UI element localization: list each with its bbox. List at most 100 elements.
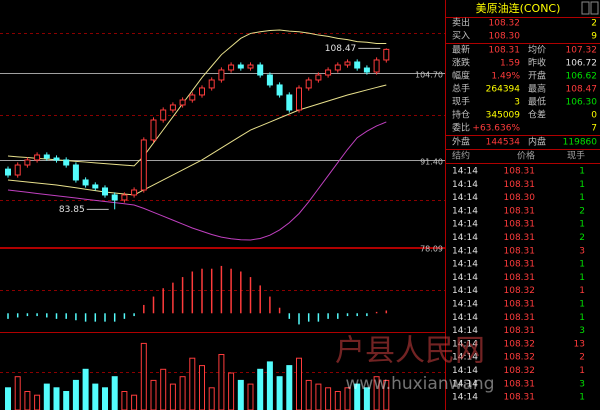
volume-bar xyxy=(373,376,380,410)
quote-value: 3 xyxy=(514,98,520,108)
tick-time: 14:14 xyxy=(452,167,478,177)
quote-label: 最高 xyxy=(528,83,546,95)
volume-bar xyxy=(208,387,215,410)
tick-time: 14:14 xyxy=(452,286,478,296)
nav-button[interactable] xyxy=(581,1,590,15)
tick-qty: 2 xyxy=(579,206,585,216)
candle-body xyxy=(24,159,31,166)
volume-bar xyxy=(315,383,322,410)
tick-time: 14:14 xyxy=(452,206,478,216)
tick-qty: 3 xyxy=(579,326,585,336)
volume-bar xyxy=(296,357,302,410)
tick-price: 108.32 xyxy=(504,286,536,296)
quote-label: 2 xyxy=(591,19,597,29)
candle-body xyxy=(169,104,176,111)
tick-price: 108.31 xyxy=(504,167,536,177)
quote-label: 7 xyxy=(591,124,597,134)
tick-time: 14:14 xyxy=(452,233,478,243)
quote-value: 119860 xyxy=(563,138,598,148)
candle-body xyxy=(121,194,128,201)
tick-qty: 3 xyxy=(579,246,585,256)
candle-body xyxy=(247,64,254,69)
quote-value: 108.30 xyxy=(489,32,521,42)
quote-value: 1.59 xyxy=(500,59,520,69)
indicator-line xyxy=(7,84,387,196)
candle-body xyxy=(305,79,312,89)
candle-body xyxy=(111,194,118,201)
quote-header xyxy=(446,0,600,17)
volume-bar xyxy=(276,376,283,410)
candle-body xyxy=(325,69,332,76)
candle-body xyxy=(189,94,196,101)
tick-time: 14:14 xyxy=(452,313,478,323)
candle-body xyxy=(160,109,167,121)
quote-value: 1.49% xyxy=(491,72,520,82)
volume-bar xyxy=(325,387,332,410)
quote-value: 264394 xyxy=(486,85,521,95)
tick-qty: 3 xyxy=(579,379,585,389)
quote-value: 106.72 xyxy=(566,59,598,69)
candle-body xyxy=(63,159,70,166)
quote-label: 仓差 xyxy=(528,109,546,121)
volume-bar xyxy=(14,376,21,410)
volume-bar xyxy=(169,383,176,410)
volume-bar xyxy=(199,365,205,410)
candle-body xyxy=(266,74,273,86)
tick-price: 108.31 xyxy=(504,326,536,336)
nav-button[interactable] xyxy=(590,1,599,15)
tick-time: 14:14 xyxy=(452,393,478,403)
candle-body xyxy=(363,67,370,73)
quote-label: 最新 xyxy=(452,44,470,56)
volume-bar xyxy=(160,368,167,410)
quote-value: +63.636% xyxy=(472,124,520,134)
candle-body xyxy=(34,154,41,161)
volume-bar xyxy=(72,379,79,410)
volume-bar xyxy=(131,394,138,410)
tick-header: 价格 xyxy=(517,150,535,162)
tick-qty: 1 xyxy=(579,366,585,376)
tick-price: 108.31 xyxy=(504,273,536,283)
volume-bar xyxy=(102,387,108,410)
indicator-line xyxy=(7,121,387,241)
candle-body xyxy=(140,139,147,191)
volume-bar xyxy=(305,379,312,410)
volume-bar xyxy=(24,391,31,410)
tick-time: 14:14 xyxy=(452,273,478,283)
tick-price: 108.32 xyxy=(504,366,536,376)
candle-body xyxy=(276,84,283,96)
tick-price: 108.31 xyxy=(504,379,536,389)
candle-body xyxy=(334,64,341,71)
tick-qty: 2 xyxy=(579,353,585,363)
tick-header: 结约 xyxy=(452,150,470,162)
candle-body xyxy=(131,189,138,196)
tick-time: 14:14 xyxy=(452,326,478,336)
candle-body xyxy=(383,48,390,61)
tick-qty: 1 xyxy=(579,180,585,190)
volume-bar xyxy=(92,383,99,410)
indicator-line xyxy=(7,29,387,167)
tick-price: 108.31 xyxy=(504,206,536,216)
tick-price: 108.31 xyxy=(504,393,536,403)
volume-bar xyxy=(228,372,235,410)
tick-price: 108.31 xyxy=(504,220,536,230)
volume-bar xyxy=(334,391,341,410)
tick-time: 14:14 xyxy=(452,180,478,190)
volume-bar xyxy=(247,383,254,410)
quote-title: 美原油连(CONC) xyxy=(476,1,561,15)
volume-bar xyxy=(179,376,186,410)
volume-bar xyxy=(218,354,225,410)
volume-bar xyxy=(63,391,70,410)
tick-qty: 1 xyxy=(579,313,585,323)
tick-time: 14:14 xyxy=(452,339,478,349)
quote-label: 昨收 xyxy=(528,57,546,69)
volume-bar xyxy=(121,391,128,410)
volume-bar xyxy=(34,394,41,410)
candle-body xyxy=(315,74,322,81)
volume-bar xyxy=(82,368,89,410)
quote-label: 均价 xyxy=(528,44,546,56)
tick-time: 14:14 xyxy=(452,193,478,203)
quote-value: 106.62 xyxy=(566,72,598,82)
volume-bar xyxy=(266,361,273,410)
quote-value: 0 xyxy=(591,111,597,121)
